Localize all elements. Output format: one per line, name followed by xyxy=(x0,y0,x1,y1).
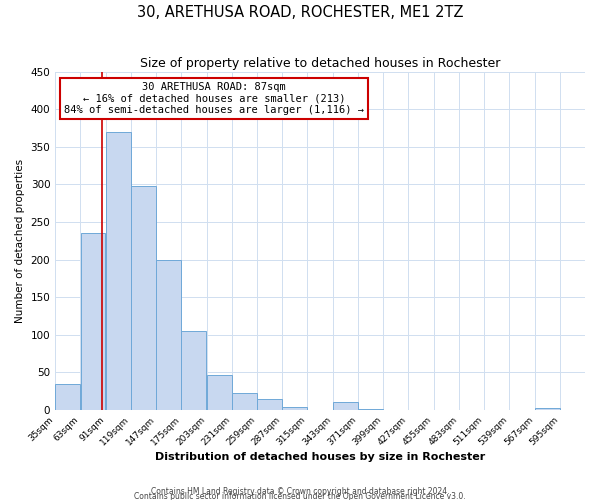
Bar xyxy=(232,394,257,410)
Bar xyxy=(333,402,358,410)
Bar xyxy=(535,408,560,410)
Bar xyxy=(80,234,106,410)
Text: Contains public sector information licensed under the Open Government Licence v3: Contains public sector information licen… xyxy=(134,492,466,500)
Bar xyxy=(206,376,232,410)
Bar xyxy=(257,398,282,410)
Text: Contains HM Land Registry data © Crown copyright and database right 2024.: Contains HM Land Registry data © Crown c… xyxy=(151,486,449,496)
Text: 30, ARETHUSA ROAD, ROCHESTER, ME1 2TZ: 30, ARETHUSA ROAD, ROCHESTER, ME1 2TZ xyxy=(137,5,463,20)
Y-axis label: Number of detached properties: Number of detached properties xyxy=(15,159,25,323)
Bar xyxy=(106,132,131,410)
Bar xyxy=(358,409,383,410)
Bar xyxy=(55,384,80,410)
Bar xyxy=(156,260,181,410)
Bar xyxy=(283,407,307,410)
Bar xyxy=(131,186,156,410)
Text: 30 ARETHUSA ROAD: 87sqm
← 16% of detached houses are smaller (213)
84% of semi-d: 30 ARETHUSA ROAD: 87sqm ← 16% of detache… xyxy=(64,82,364,115)
Title: Size of property relative to detached houses in Rochester: Size of property relative to detached ho… xyxy=(140,58,500,70)
X-axis label: Distribution of detached houses by size in Rochester: Distribution of detached houses by size … xyxy=(155,452,485,462)
Bar xyxy=(181,331,206,410)
